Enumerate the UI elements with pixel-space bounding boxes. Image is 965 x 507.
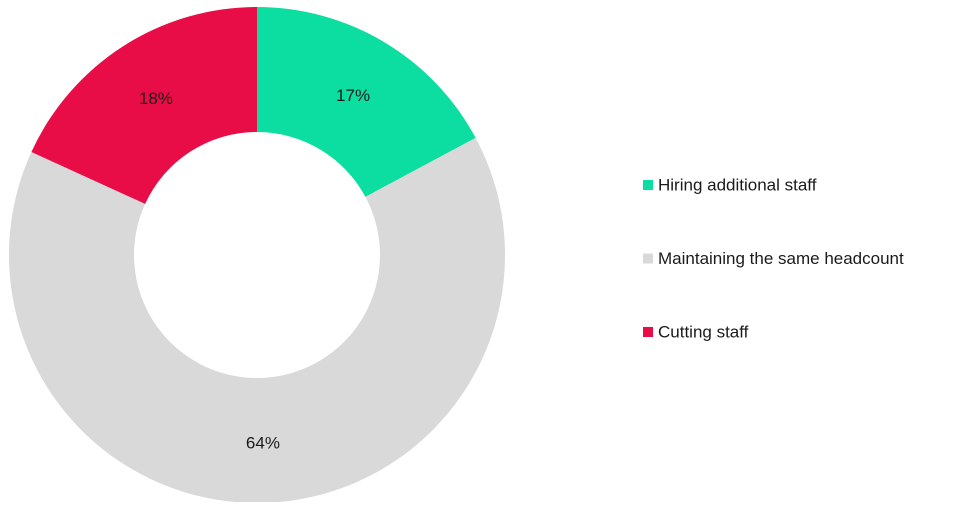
legend-label: Cutting staff (658, 322, 749, 341)
legend-swatch (643, 180, 653, 190)
donut-slice (31, 7, 257, 204)
legend-label: Maintaining the same headcount (658, 249, 904, 268)
data-label: 17% (336, 86, 370, 105)
data-label: 64% (246, 433, 280, 452)
data-label: 18% (139, 89, 173, 108)
legend-swatch (643, 327, 653, 337)
legend-swatch (643, 253, 653, 264)
donut-slice (257, 7, 476, 197)
donut-slice (9, 137, 505, 503)
legend-label: Hiring additional staff (658, 175, 817, 194)
